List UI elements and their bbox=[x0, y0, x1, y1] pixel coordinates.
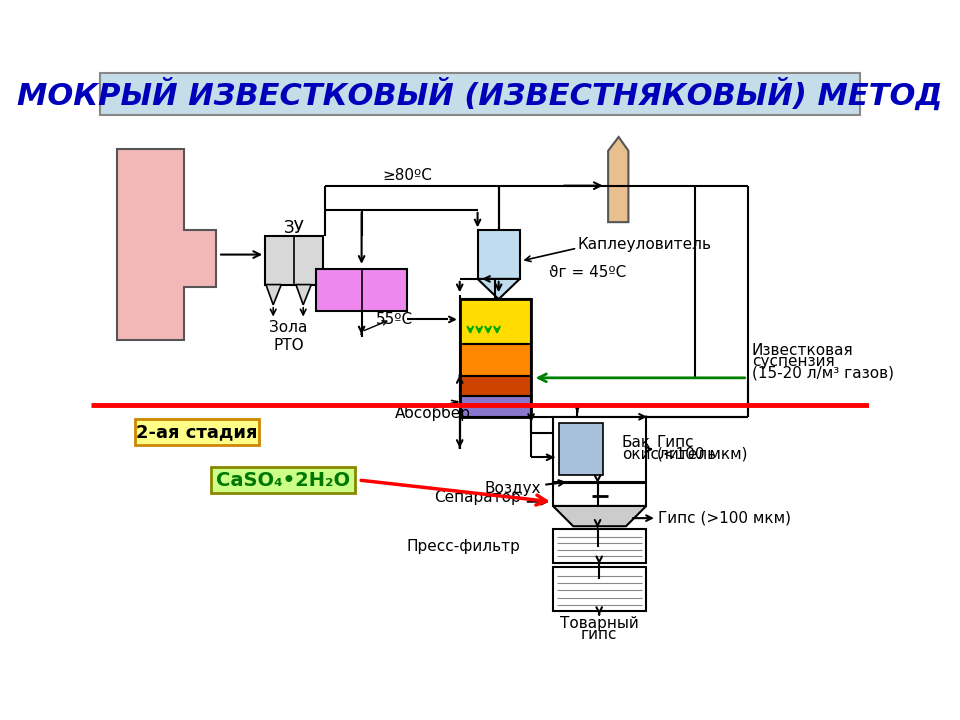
Text: Гипс (>100 мкм): Гипс (>100 мкм) bbox=[659, 510, 791, 526]
Bar bbox=[101, 73, 859, 115]
Bar bbox=[477, 230, 519, 279]
Text: Товарный: Товарный bbox=[560, 616, 638, 631]
Text: МОКРЫЙ ИЗВЕСТКОВЫЙ (ИЗВЕСТНЯКОВЫЙ) МЕТОД: МОКРЫЙ ИЗВЕСТКОВЫЙ (ИЗВЕСТНЯКОВЫЙ) МЕТОД bbox=[17, 78, 943, 111]
Text: Воздух: Воздух bbox=[485, 481, 540, 495]
Text: РТО: РТО bbox=[274, 338, 304, 353]
Bar bbox=[553, 483, 646, 506]
Polygon shape bbox=[117, 149, 216, 340]
Text: 2-ая стадия: 2-ая стадия bbox=[136, 423, 257, 441]
Text: суспензия: суспензия bbox=[752, 354, 834, 369]
Text: 55ºC: 55ºC bbox=[376, 312, 414, 327]
Bar bbox=[559, 423, 603, 475]
Text: Пресс-фильтр: Пресс-фильтр bbox=[407, 539, 520, 554]
Text: Известковая: Известковая bbox=[752, 343, 853, 358]
Bar bbox=[460, 343, 531, 377]
Text: (<100 мкм): (<100 мкм) bbox=[657, 446, 747, 462]
Bar bbox=[553, 567, 646, 611]
Text: Бак: Бак bbox=[622, 435, 651, 450]
Bar bbox=[135, 419, 258, 445]
Text: ≥80ºC: ≥80ºC bbox=[382, 168, 432, 184]
Bar bbox=[460, 300, 531, 417]
Text: ϑг = 45ºC: ϑг = 45ºC bbox=[549, 265, 626, 280]
Text: ЗУ: ЗУ bbox=[284, 219, 304, 237]
Bar bbox=[553, 528, 646, 563]
Text: Зола: Зола bbox=[270, 320, 308, 335]
Text: Абсорбер: Абсорбер bbox=[395, 405, 470, 420]
Text: окислитель: окислитель bbox=[622, 446, 716, 462]
Bar bbox=[211, 467, 355, 493]
Bar bbox=[460, 396, 531, 417]
Polygon shape bbox=[266, 284, 281, 305]
Polygon shape bbox=[553, 506, 646, 526]
Polygon shape bbox=[608, 137, 629, 222]
Bar bbox=[553, 417, 646, 482]
Bar bbox=[460, 300, 531, 343]
Text: (15-20 л/м³ газов): (15-20 л/м³ газов) bbox=[752, 366, 894, 380]
Bar bbox=[265, 236, 324, 284]
Polygon shape bbox=[477, 279, 519, 300]
Text: Гипс: Гипс bbox=[657, 435, 694, 450]
Bar bbox=[316, 269, 407, 311]
Text: гипс: гипс bbox=[581, 626, 617, 642]
Polygon shape bbox=[296, 284, 311, 305]
Text: CaSO₄•2H₂O: CaSO₄•2H₂O bbox=[216, 470, 350, 490]
Text: Сепаратор: Сепаратор bbox=[434, 490, 520, 505]
Bar bbox=[460, 377, 531, 396]
Text: Каплеуловитель: Каплеуловитель bbox=[577, 238, 711, 252]
